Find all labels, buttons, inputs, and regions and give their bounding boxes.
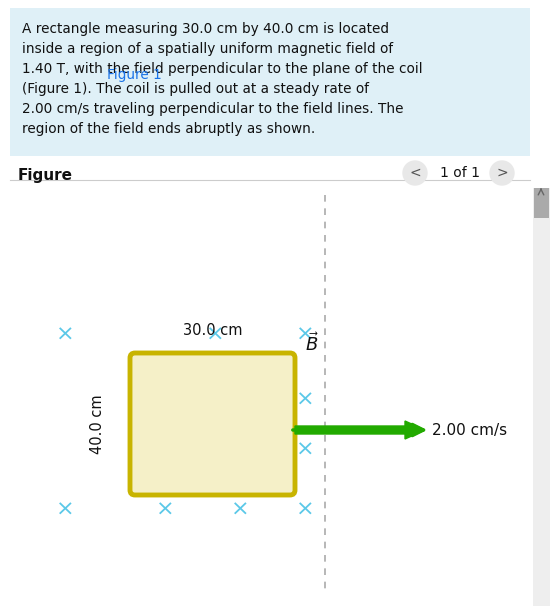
Text: ×: × (206, 325, 224, 345)
Text: Figure: Figure (18, 168, 73, 183)
Text: 2.00 cm/s: 2.00 cm/s (432, 422, 507, 438)
Text: <: < (409, 166, 421, 180)
FancyBboxPatch shape (534, 188, 549, 218)
FancyBboxPatch shape (130, 353, 295, 495)
Text: 30.0 cm: 30.0 cm (183, 323, 242, 338)
FancyBboxPatch shape (10, 180, 530, 606)
Text: A rectangle measuring 30.0 cm by 40.0 cm is located
inside a region of a spatial: A rectangle measuring 30.0 cm by 40.0 cm… (22, 22, 422, 136)
FancyBboxPatch shape (10, 8, 530, 156)
FancyArrow shape (295, 421, 425, 439)
Text: ×: × (166, 440, 184, 460)
Text: ×: × (56, 500, 74, 520)
Text: ×: × (56, 325, 74, 345)
Text: ×: × (230, 440, 249, 460)
Text: ×: × (296, 440, 314, 460)
Text: ×: × (296, 500, 314, 520)
Text: >: > (496, 166, 508, 180)
Text: ×: × (156, 500, 174, 520)
Circle shape (403, 161, 427, 185)
Text: ×: × (296, 325, 314, 345)
Text: 1 of 1: 1 of 1 (440, 166, 480, 180)
Circle shape (490, 161, 514, 185)
Text: ×: × (230, 390, 249, 410)
Text: 40.0 cm: 40.0 cm (90, 394, 104, 454)
Text: ×: × (166, 390, 184, 410)
Text: ×: × (230, 500, 249, 520)
Text: Figure 1: Figure 1 (107, 68, 162, 82)
Text: ×: × (296, 390, 314, 410)
FancyBboxPatch shape (533, 188, 550, 606)
Text: $\vec{B}$: $\vec{B}$ (305, 332, 319, 355)
